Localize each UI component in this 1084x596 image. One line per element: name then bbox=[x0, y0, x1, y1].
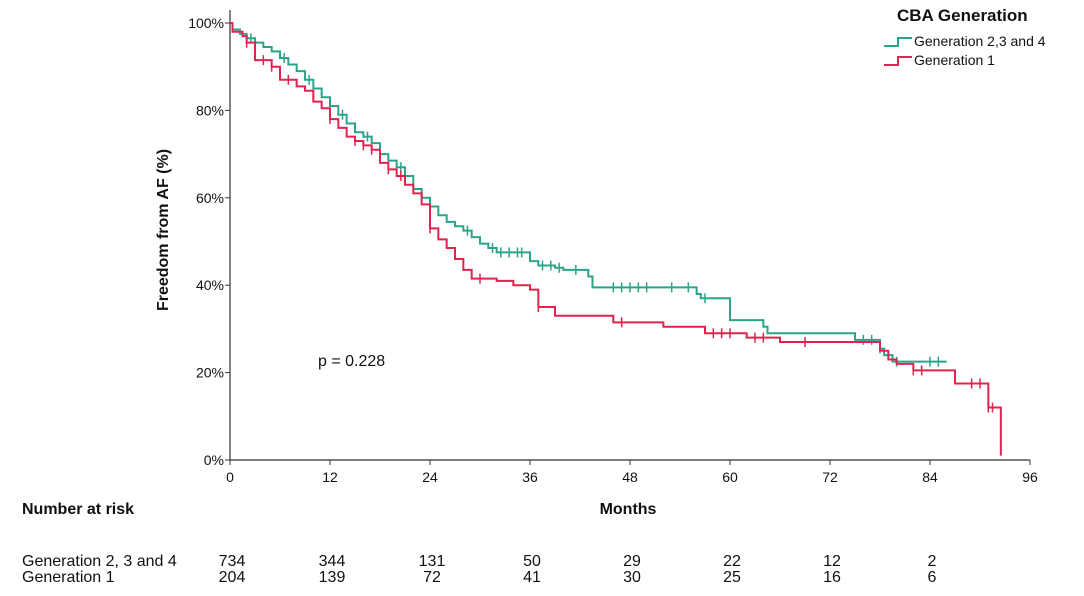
x-tick-label: 24 bbox=[422, 469, 438, 485]
risk-value: 6 bbox=[928, 569, 937, 586]
risk-value: 734 bbox=[219, 553, 246, 570]
x-ticks: 0 12 24 36 48 60 72 84 96 bbox=[226, 460, 1038, 485]
risk-value: 131 bbox=[419, 553, 446, 570]
x-tick-label: 48 bbox=[622, 469, 638, 485]
risk-values: 734 344 131 50 29 22 12 2 204 139 72 41 30 25 16 6 bbox=[219, 553, 937, 586]
x-tick-label: 36 bbox=[522, 469, 538, 485]
series-line-generation-1 bbox=[230, 22, 1002, 456]
number-at-risk-title: Number at risk bbox=[22, 501, 134, 518]
y-axis-label: Freedom from AF (%) bbox=[155, 149, 172, 311]
risk-value: 30 bbox=[623, 569, 641, 586]
x-tick-label: 12 bbox=[322, 469, 338, 485]
legend: CBA Generation Generation 2,3 and 4 Gene… bbox=[884, 6, 1046, 68]
y-ticks: 0% 20% 40% 60% 80% 100% bbox=[188, 15, 230, 468]
x-tick-label: 60 bbox=[722, 469, 738, 485]
x-tick-label: 0 bbox=[226, 469, 234, 485]
legend-label-generation-2-3-4: Generation 2,3 and 4 bbox=[914, 33, 1046, 49]
legend-swatch-generation-1 bbox=[884, 56, 912, 66]
risk-value: 2 bbox=[928, 553, 937, 570]
risk-value: 41 bbox=[523, 569, 541, 586]
y-tick-label: 0% bbox=[204, 452, 224, 468]
risk-value: 72 bbox=[423, 569, 441, 586]
p-value-annotation: p = 0.228 bbox=[318, 353, 385, 370]
risk-row-label-generation-1: Generation 1 bbox=[22, 569, 115, 586]
risk-row-label-generation-2-3-4: Generation 2, 3 and 4 bbox=[22, 553, 177, 570]
x-tick-label: 96 bbox=[1022, 469, 1038, 485]
risk-value: 29 bbox=[623, 553, 641, 570]
y-tick-label: 100% bbox=[188, 15, 224, 31]
risk-value: 204 bbox=[219, 569, 246, 586]
risk-value: 16 bbox=[823, 569, 841, 586]
risk-value: 344 bbox=[319, 553, 346, 570]
risk-value: 50 bbox=[523, 553, 541, 570]
risk-value: 22 bbox=[723, 553, 741, 570]
y-tick-label: 60% bbox=[196, 190, 224, 206]
x-tick-label: 72 bbox=[822, 469, 838, 485]
series-layer bbox=[230, 22, 1002, 456]
legend-title: CBA Generation bbox=[897, 6, 1028, 25]
x-tick-label: 84 bbox=[922, 469, 938, 485]
series-line-generation-2-3-4 bbox=[230, 22, 947, 363]
legend-label-generation-1: Generation 1 bbox=[914, 52, 995, 68]
x-axis-label: Months bbox=[600, 501, 657, 518]
y-tick-label: 20% bbox=[196, 365, 224, 381]
risk-value: 25 bbox=[723, 569, 741, 586]
y-tick-label: 80% bbox=[196, 102, 224, 118]
legend-swatch-generation-2-3-4 bbox=[884, 37, 912, 47]
risk-value: 12 bbox=[823, 553, 841, 570]
y-tick-label: 40% bbox=[196, 277, 224, 293]
risk-value: 139 bbox=[319, 569, 346, 586]
